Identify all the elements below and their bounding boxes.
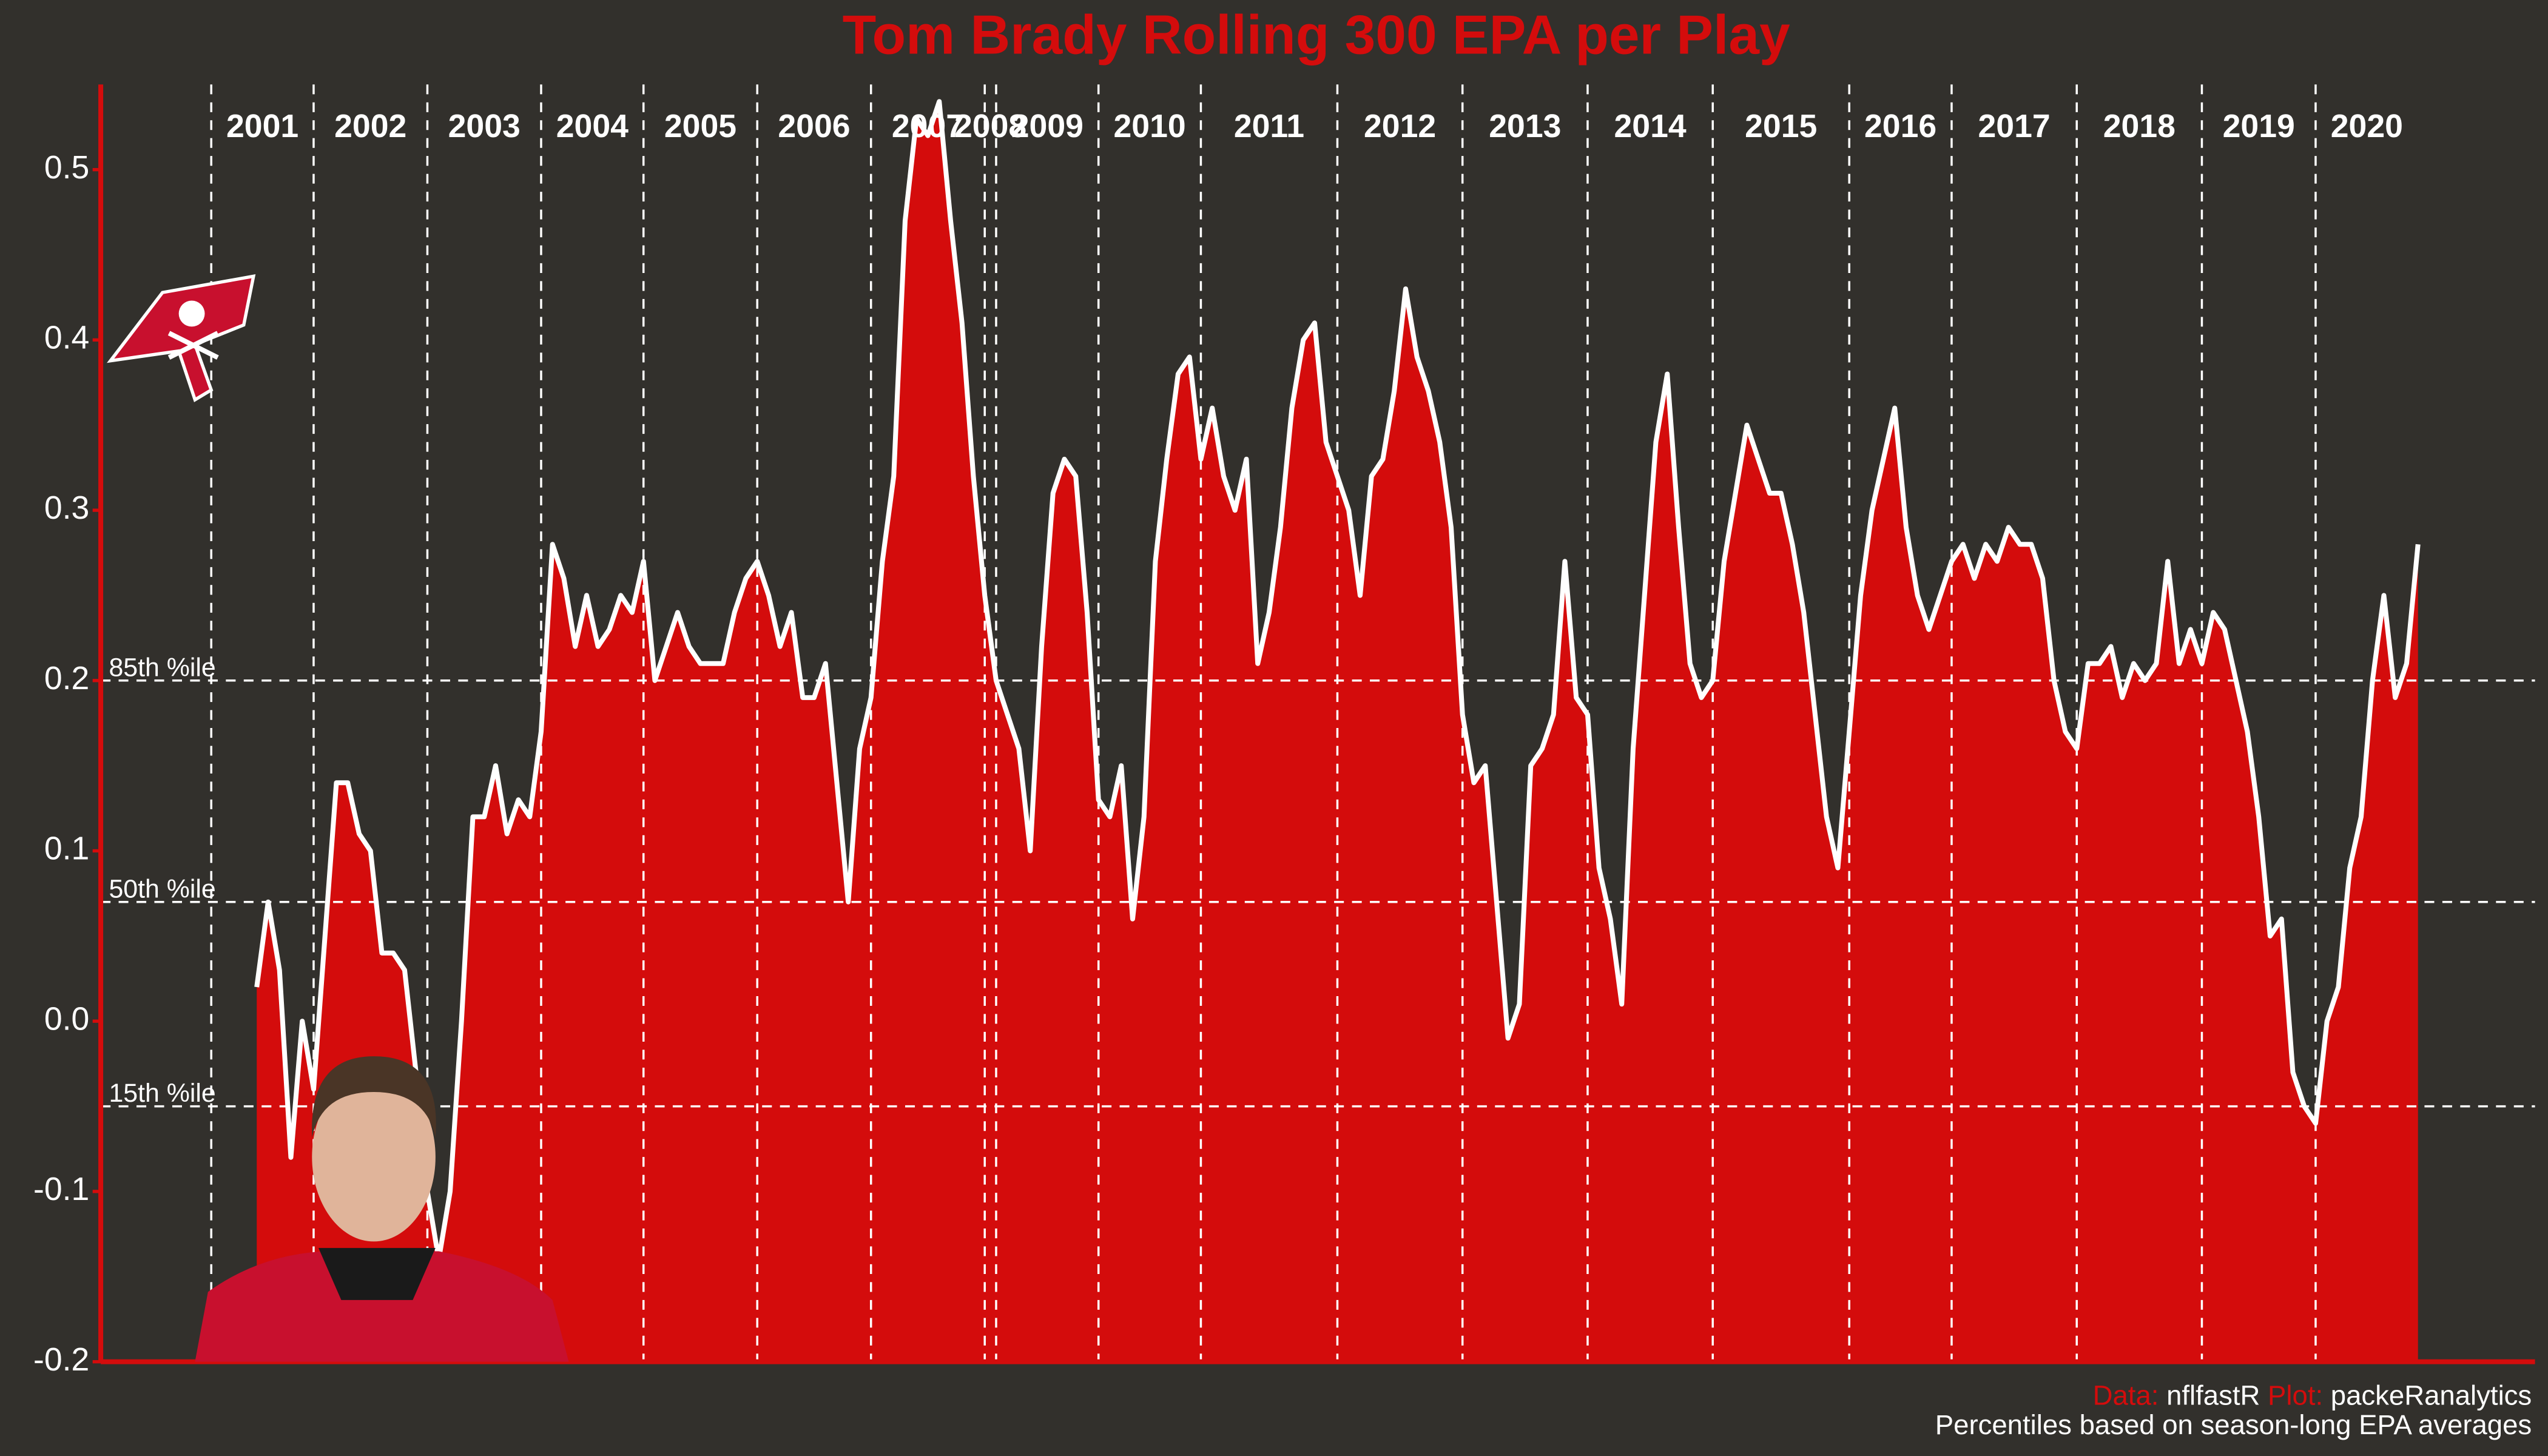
season-label: 2014 — [1614, 109, 1687, 144]
player-photo — [195, 1056, 569, 1362]
chart-title: Tom Brady Rolling 300 EPA per Play — [843, 4, 1790, 66]
line — [254, 99, 2421, 1262]
reference-label: 85th %ile — [109, 653, 215, 682]
season-label: 2016 — [1864, 109, 1936, 144]
caption-label: Data: — [2093, 1380, 2159, 1411]
caption-source: nflfastR — [2166, 1380, 2260, 1411]
caption-credits: Data: nflfastR Plot: packeRanalytics — [2093, 1380, 2532, 1411]
caption-note: Percentiles based on season-long EPA ave… — [1935, 1409, 2532, 1440]
reference-label: 15th %ile — [109, 1079, 215, 1108]
season-label: 2002 — [334, 109, 406, 144]
season-label: 2009 — [1011, 109, 1084, 144]
season-label: 2010 — [1114, 109, 1186, 144]
season-label: 2015 — [1745, 109, 1817, 144]
season-label: 2006 — [778, 109, 850, 144]
team-logo — [107, 274, 256, 402]
season-label: 2012 — [1364, 109, 1436, 144]
season-label: 2005 — [664, 109, 736, 144]
reference-label: 50th %ile — [109, 874, 215, 903]
caption-author: packeRanalytics — [2331, 1380, 2532, 1411]
season-label: 2003 — [448, 109, 521, 144]
season-label: 2011 — [1234, 109, 1304, 144]
season-label: 2004 — [556, 109, 629, 144]
season-label: 2013 — [1489, 109, 1561, 144]
caption-label: Plot: — [2268, 1380, 2323, 1411]
y-tick-label: 0.3 — [44, 490, 89, 526]
season-label: 2020 — [2331, 109, 2403, 144]
y-tick-label: 0.0 — [44, 1001, 89, 1037]
y-tick-label: 0.1 — [44, 831, 89, 867]
season-label: 2007 — [892, 109, 964, 144]
y-tick-label: -0.1 — [33, 1171, 89, 1207]
season-label: 2017 — [1978, 109, 2051, 144]
y-tick-label: 0.4 — [44, 320, 89, 356]
season-label: 2018 — [2103, 109, 2176, 144]
season-label: 2008 — [954, 109, 1026, 144]
season-label: 2019 — [2223, 109, 2295, 144]
y-tick-label: 0.2 — [44, 661, 89, 696]
season-label: 2001 — [226, 109, 298, 144]
y-tick-label: 0.5 — [44, 150, 89, 186]
y-tick-label: -0.2 — [33, 1342, 89, 1378]
